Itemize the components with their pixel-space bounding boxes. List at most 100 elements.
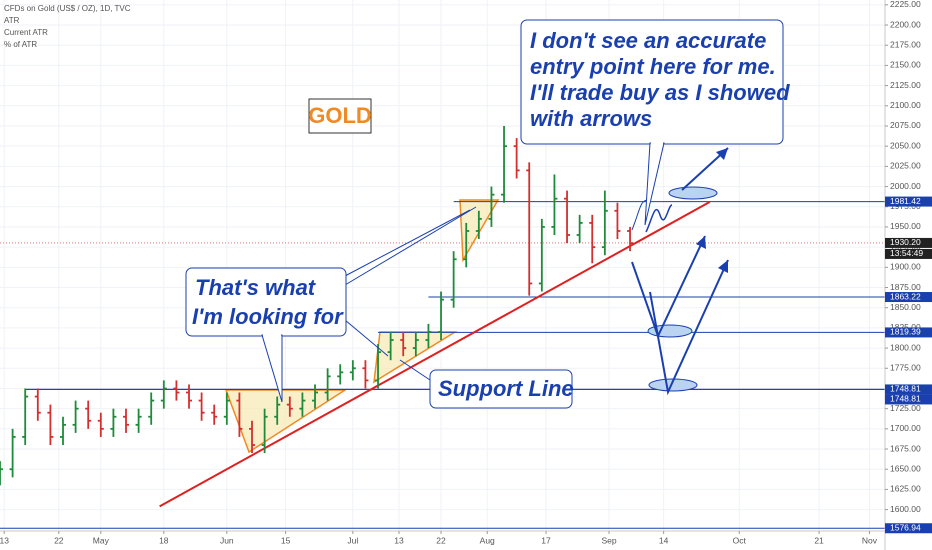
y-tick-label: 1650.00 [890, 463, 921, 473]
arrow-head [696, 236, 706, 249]
level-label-box [885, 394, 932, 405]
y-tick-label: 2075.00 [890, 120, 921, 130]
overlay: GOLD That's what I'm looking for Support… [185, 19, 790, 409]
ohlc-bar [261, 408, 268, 454]
x-tick-label: 21 [814, 535, 824, 545]
ohlc-bar [22, 388, 29, 446]
ohlc-bar [538, 218, 545, 292]
y-tick-label: 2150.00 [890, 60, 921, 70]
target-ellipse [668, 186, 718, 200]
ohlc-bar [576, 214, 583, 244]
level-label: 1819.39 [890, 327, 921, 337]
x-tick-label: Aug [480, 535, 495, 545]
ohlc-bar [475, 210, 482, 240]
y-tick-label: 1900.00 [890, 262, 921, 272]
x-tick-label: Jul [347, 535, 358, 545]
x-tick-label: 22 [436, 535, 446, 545]
ohlc-bar [211, 404, 218, 425]
ohlc-bar [564, 190, 571, 244]
x-tick-label: 18 [159, 535, 169, 545]
ohlc-bar [425, 323, 432, 349]
ohlc-bar [47, 404, 54, 446]
y-tick-label: 1625.00 [890, 484, 921, 494]
wave-arrow [645, 204, 673, 233]
ohlc-bar [501, 125, 508, 203]
ohlc-bar [223, 392, 230, 425]
bars [0, 125, 634, 486]
indicator-label: ATR [4, 16, 20, 25]
indicator-label: Current ATR [4, 28, 48, 37]
ohlc-bar [34, 388, 41, 421]
chart-title: CFDs on Gold (US$ / OZ), 1D, TVC [4, 4, 131, 13]
ohlc-bar [110, 408, 117, 437]
ohlc-bar [412, 331, 419, 357]
ohlc-bar [551, 174, 558, 236]
x-tick-label: Jun [220, 535, 234, 545]
x-tick-label: 13 [394, 535, 404, 545]
callout-text: I'll trade buy as I showed [530, 80, 790, 105]
y-tick-label: 1775.00 [890, 363, 921, 373]
ohlc-bar [488, 186, 495, 227]
y-tick-label: 2200.00 [890, 19, 921, 29]
last-price-box [885, 237, 932, 248]
y-tick-label: 2050.00 [890, 140, 921, 150]
level-label-box [885, 327, 932, 338]
last-price-label: 1930.20 [890, 237, 921, 247]
y-tick-label: 1600.00 [890, 504, 921, 514]
ohlc-bar [123, 408, 130, 433]
support-trendline [159, 201, 711, 508]
ohlc-bar [274, 396, 281, 425]
level-label-box [885, 196, 932, 207]
arrow-head [718, 260, 728, 273]
gold-label: GOLD [308, 103, 372, 128]
arrow-head [716, 148, 728, 160]
level-label: 1748.81 [890, 384, 921, 394]
y-tick-label: 1700.00 [890, 423, 921, 433]
ohlc-bar [400, 331, 407, 357]
ohlc-bar [186, 384, 193, 409]
ohlc-bar [9, 428, 16, 478]
ohlc-bar [286, 396, 293, 417]
ohlc-bar [349, 360, 356, 381]
ohlc-bar [362, 360, 369, 389]
callout-pointer [344, 206, 477, 286]
callout-text: That's what [195, 275, 317, 300]
y-tick-label: 2025.00 [890, 161, 921, 171]
callout-pointer [344, 319, 389, 357]
x-tick-label: 13 [0, 535, 9, 545]
level-label: 1863.22 [890, 291, 921, 301]
y-tick-label: 2225.00 [890, 0, 921, 9]
level-label-box [885, 384, 932, 395]
callout-text: with arrows [530, 106, 652, 131]
ohlc-bar [60, 416, 67, 446]
ohlc-bar [97, 412, 104, 437]
ohlc-bar [72, 400, 79, 433]
ohlc-bar [198, 392, 205, 421]
indicator-label: % of ATR [4, 40, 37, 49]
ohlc-bar [337, 364, 344, 385]
arrow [649, 259, 729, 396]
y-tick-label: 1825.00 [890, 322, 921, 332]
y-tick-label: 2000.00 [890, 181, 921, 191]
callout-pointer [344, 209, 471, 277]
x-tick-label: Sep [601, 535, 616, 545]
ohlc-bar [375, 344, 382, 389]
x-tick-label: 15 [281, 535, 291, 545]
callout-text: I'm looking for [192, 304, 344, 329]
y-tick-label: 1675.00 [890, 443, 921, 453]
ohlc-bar [463, 222, 470, 268]
y-tick-label: 2100.00 [890, 100, 921, 110]
ohlc-bar [387, 331, 394, 361]
countdown-box [885, 248, 932, 259]
ohlc-bar [299, 392, 306, 417]
callout-text: Support Line [438, 376, 574, 401]
ohlc-bar [135, 408, 142, 433]
x-tick-label: 17 [541, 535, 551, 545]
ohlc-bar [85, 400, 92, 429]
level-label: 1748.81 [890, 394, 921, 404]
callout-box [429, 369, 573, 409]
ohlc-bar [614, 202, 621, 240]
level-label: 1576.94 [890, 522, 921, 532]
